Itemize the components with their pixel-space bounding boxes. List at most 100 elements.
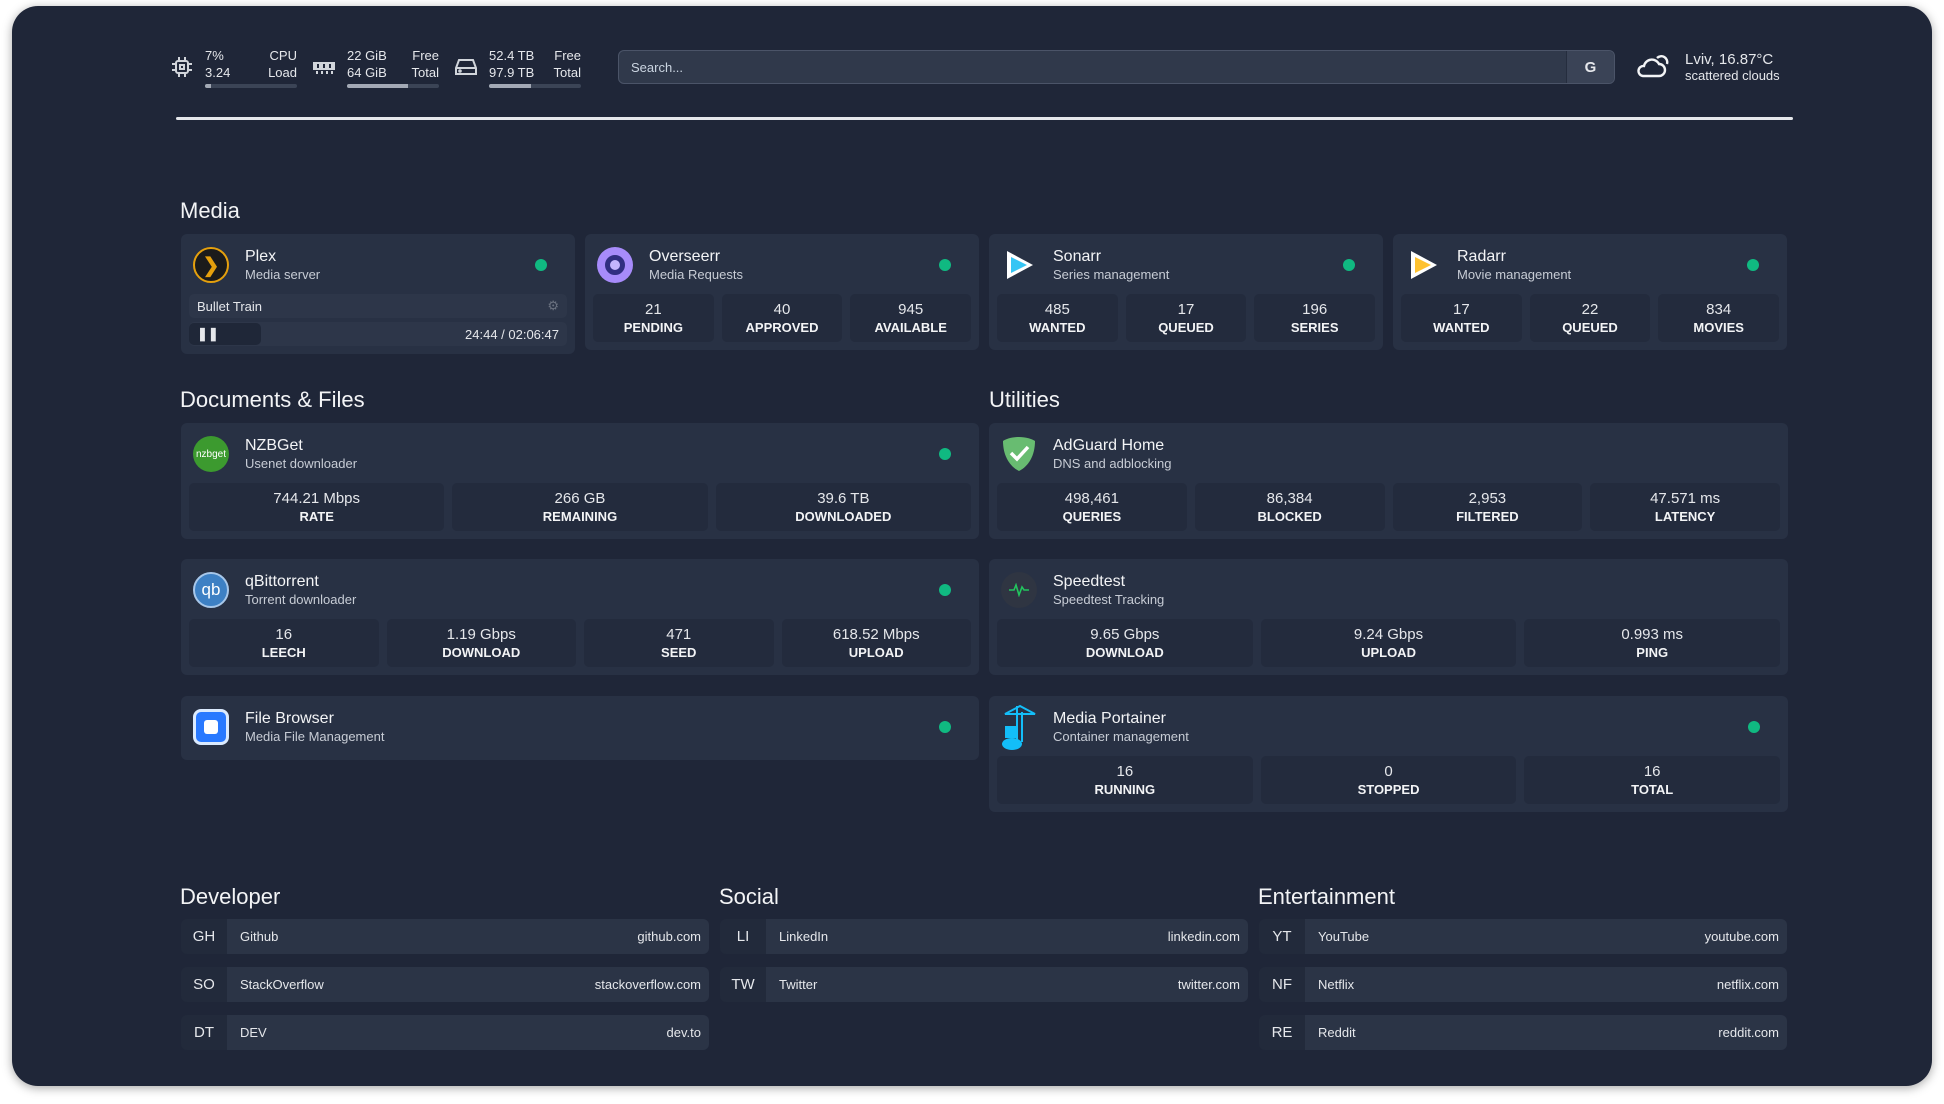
stat-block: 945 AVAILABLE [850, 294, 972, 342]
stat-block: 17 WANTED [1401, 294, 1522, 342]
bookmark-reddit[interactable]: RE Reddit reddit.com [1259, 1015, 1787, 1050]
overseerr-logo-icon [597, 247, 649, 283]
stat-value: 17 [1452, 301, 1470, 318]
file-browser-logo-icon [193, 709, 245, 745]
section-title-media: Media [180, 198, 240, 223]
service-name: Sonarr [1053, 248, 1102, 265]
header-divider [176, 117, 1793, 120]
stats-row: 498,461 QUERIES 86,384 BLOCKED 2,953 FILTERED… [997, 483, 1780, 531]
service-description: Movie management [1457, 267, 1572, 282]
weather-widget[interactable]: Lviv, 16.87°C scattered clouds [1635, 51, 1780, 83]
stats-row: 21 PENDING 40 APPROVED 945 AVAILABLE [593, 294, 972, 342]
stat-label: DOWNLOAD [1085, 645, 1164, 660]
qbittorrent-logo-icon: qb [193, 572, 245, 608]
plex-logo-icon: ❯ [193, 247, 245, 283]
card-header: Sonarr Series management [997, 242, 1375, 288]
stat-block: 498,461 QUERIES [997, 483, 1187, 531]
stat-value: 945 [898, 301, 924, 318]
service-name: Plex [245, 248, 277, 265]
status-dot-icon [1747, 259, 1759, 271]
stat-block: 744.21 Mbps RATE [189, 483, 445, 531]
stat-label: DOWNLOADED [795, 509, 892, 524]
service-name: AdGuard Home [1053, 437, 1165, 454]
status-dot-icon [939, 448, 951, 460]
cpu-label: CPU [269, 47, 297, 63]
card-header: nzbget NZBGet Usenet downloader [189, 431, 971, 477]
stat-label: AVAILABLE [874, 320, 947, 335]
stat-label: SERIES [1290, 320, 1339, 335]
stat-label: WANTED [1029, 320, 1086, 335]
stat-value: 0.993 ms [1621, 626, 1684, 643]
bookmark-youtube[interactable]: YT YouTube youtube.com [1259, 919, 1787, 954]
service-name: NZBGet [245, 437, 303, 454]
service-card-sonarr[interactable]: Sonarr Series management 485 WANTED 17 QUEUED… [989, 234, 1383, 350]
stat-block: 618.52 Mbps UPLOAD [781, 619, 971, 667]
bookmark-twitter[interactable]: TW Twitter twitter.com [720, 967, 1248, 1002]
bookmark-abbr: TW [720, 967, 766, 1002]
service-description: Media server [245, 267, 321, 282]
memory-free: 22 GiB [347, 47, 387, 63]
card-header: File Browser Media File Management [189, 704, 971, 750]
sonarr-logo-icon [1001, 247, 1053, 283]
now-playing[interactable]: Bullet Train ⚙ [189, 294, 567, 318]
stat-block: 17 QUEUED [1125, 294, 1247, 342]
bookmark-abbr: RE [1259, 1015, 1305, 1050]
stat-label: UPLOAD [848, 645, 904, 660]
stat-block: 39.6 TB DOWNLOADED [715, 483, 971, 531]
bookmark-stackoverflow[interactable]: SO StackOverflow stackoverflow.com [181, 967, 709, 1002]
settings-icon[interactable]: ⚙ [547, 298, 559, 313]
bookmark-linkedin[interactable]: LI LinkedIn linkedin.com [720, 919, 1248, 954]
stat-block: 47.571 ms LATENCY [1590, 483, 1780, 531]
stat-label: WANTED [1433, 320, 1490, 335]
cpu-percent: 7% [205, 47, 224, 63]
section-title-utilities: Utilities [989, 387, 1060, 412]
service-card-radarr[interactable]: Radarr Movie management 17 WANTED 22 QUEUED 83… [1393, 234, 1787, 350]
stats-row: 9.65 Gbps DOWNLOAD 9.24 Gbps UPLOAD 0.993 ms… [997, 619, 1781, 667]
pause-icon[interactable]: ❚❚ [189, 323, 261, 345]
stat-value: 22 [1581, 301, 1599, 318]
stat-label: PING [1636, 645, 1669, 660]
section-title-entertainment: Entertainment [1258, 884, 1395, 909]
bookmark-url: github.com [637, 929, 701, 944]
service-card-nzbget[interactable]: nzbget NZBGet Usenet downloader 744.21 Mbps… [181, 423, 979, 539]
stat-block: 485 WANTED [997, 294, 1118, 342]
status-dot-icon [1343, 259, 1355, 271]
service-card-overseerr[interactable]: Overseerr Media Requests 21 PENDING 40 APPROV… [585, 234, 979, 350]
service-card-file-browser[interactable]: File Browser Media File Management [181, 696, 979, 760]
stat-label: QUEUED [1158, 320, 1214, 335]
bookmark-netflix[interactable]: NF Netflix netflix.com [1259, 967, 1787, 1002]
bookmark-name: LinkedIn [779, 929, 829, 944]
service-card-media-portainer[interactable]: Media Portainer Container management 16 RUN… [989, 696, 1788, 812]
free-label: Free [412, 47, 439, 63]
weather-location: Lviv, 16.87°C [1685, 51, 1774, 68]
bookmark-url: dev.to [666, 1025, 701, 1040]
stat-label: RATE [299, 509, 334, 524]
stat-label: QUERIES [1062, 509, 1122, 524]
bookmark-url: reddit.com [1718, 1025, 1779, 1040]
service-name: Overseerr [649, 248, 721, 265]
search-input[interactable] [619, 51, 1566, 83]
bookmark-name: Twitter [779, 977, 818, 992]
stat-value: 86,384 [1266, 490, 1313, 507]
bookmark-dev[interactable]: DT DEV dev.to [181, 1015, 709, 1050]
section-title-docs: Documents & Files [180, 387, 365, 412]
bookmark-github[interactable]: GH Github github.com [181, 919, 709, 954]
service-card-qbittorrent[interactable]: qb qBittorrent Torrent downloader 16 LEECH 1.… [181, 559, 979, 675]
service-description: DNS and adblocking [1053, 456, 1172, 471]
stat-block: 16 LEECH [189, 619, 379, 667]
stat-value: 39.6 TB [817, 490, 870, 507]
total-label: Total [553, 64, 581, 80]
service-card-plex[interactable]: ❯ Plex Media server Bullet Train ⚙ ❚❚ 24:44 / … [181, 234, 575, 354]
service-card-speedtest[interactable]: Speedtest Speedtest Tracking 9.65 Gbps DOWN… [989, 559, 1788, 675]
stat-label: SEED [661, 645, 697, 660]
card-header: Overseerr Media Requests [593, 242, 971, 288]
bookmark-abbr: NF [1259, 967, 1305, 1002]
service-card-adguard-home[interactable]: AdGuard Home DNS and adblocking 498,461 QUE… [989, 423, 1788, 539]
stat-block: 1.19 Gbps DOWNLOAD [386, 619, 576, 667]
search-engine-button[interactable]: G [1566, 51, 1614, 83]
disk-widget: 52.4 TB Free 97.9 TB Total [453, 47, 581, 88]
cpu-widget: 7% CPU 3.24 Load [169, 47, 297, 88]
bookmark-name: Github [240, 929, 279, 944]
section-title-developer: Developer [180, 884, 281, 909]
bookmark-url: netflix.com [1716, 977, 1779, 992]
